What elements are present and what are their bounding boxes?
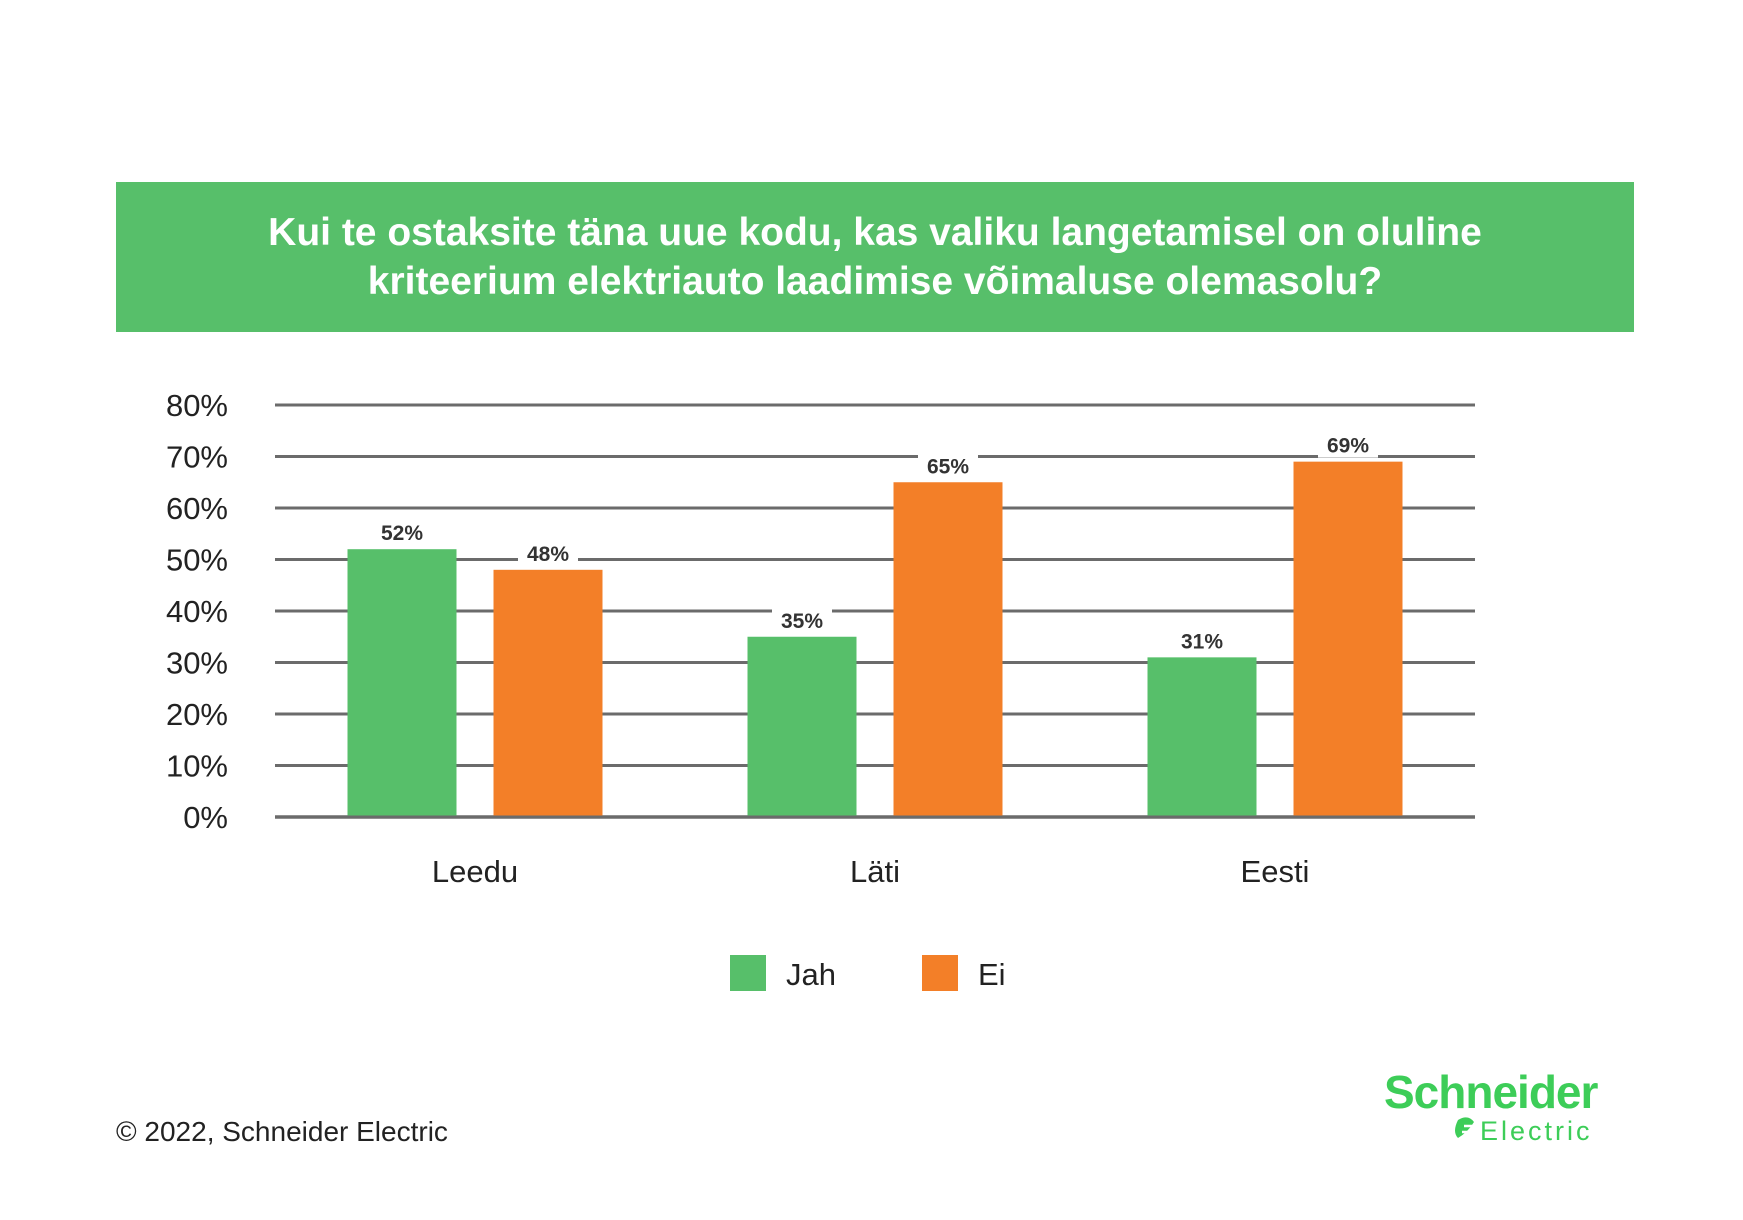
legend-label: Jah (786, 957, 836, 992)
logo-schneider-text: Schneider (1384, 1070, 1599, 1118)
data-label: 52% (381, 522, 423, 545)
y-tick-label: 30% (166, 646, 228, 681)
data-label-bg (372, 519, 432, 546)
bar-jah-leedu (347, 549, 457, 816)
y-tick-label: 10% (166, 749, 228, 784)
y-tick-label: 70% (166, 440, 228, 475)
y-tick-label: 20% (166, 697, 228, 732)
logo-electric-text: Electric (1480, 1116, 1593, 1146)
title-banner: Kui te ostaksite täna uue kodu, kas vali… (116, 182, 1634, 332)
data-label: 31% (1181, 630, 1223, 653)
y-tick-label: 60% (166, 491, 228, 526)
data-label: 69% (1327, 435, 1369, 458)
data-label-bg (772, 606, 832, 633)
y-tick-label: 80% (166, 388, 228, 423)
bar-jah-eesti (1147, 657, 1257, 816)
bar-jah-läti (747, 636, 857, 816)
data-label-bg (518, 539, 578, 566)
schneider-electric-logo: Schneider Electric (1384, 1070, 1600, 1146)
y-tick-label: 40% (166, 594, 228, 629)
data-label-bg (1172, 627, 1232, 654)
chart-title-line-1: Kui te ostaksite täna uue kodu, kas vali… (268, 211, 1482, 254)
bar-chart: 0% 10% 20% 30% 40% 50% 60% 70% 80% 52% 48% Leedu 35%… (166, 388, 1475, 992)
data-label: 48% (527, 543, 569, 566)
y-tick-label: 50% (166, 543, 228, 578)
bar-ei-leedu (493, 569, 603, 816)
data-label: 35% (781, 610, 823, 633)
bar-ei-eesti (1293, 461, 1403, 816)
data-label: 65% (927, 455, 969, 478)
legend-swatch-ei (922, 955, 958, 991)
x-category-label: Eesti (1241, 854, 1310, 889)
logo-mark-icon (1455, 1117, 1474, 1138)
y-tick-label: 0% (183, 800, 228, 835)
x-category-label: Leedu (432, 854, 518, 889)
bar-ei-läti (893, 482, 1003, 816)
x-category-label: Läti (850, 854, 900, 889)
data-label-bg (1318, 431, 1378, 458)
data-label-bg (918, 452, 978, 479)
chart-title-line-2: kriteerium elektriauto laadimise võimalu… (367, 260, 1383, 303)
copyright-text: © 2022, Schneider Electric (116, 1116, 448, 1147)
legend-swatch-jah (730, 955, 766, 991)
legend-label: Ei (978, 957, 1006, 992)
